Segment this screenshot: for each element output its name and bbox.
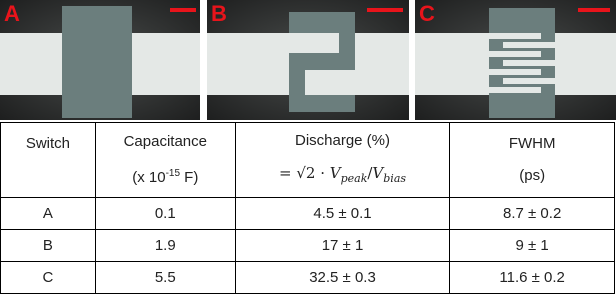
table-cell: 4.5 ± 0.1 — [235, 198, 450, 230]
header-cell: Discharge (%) = √2 · Vpeak/Vbias — [235, 123, 450, 198]
table-cell: B — [1, 230, 96, 262]
table-cell: C — [1, 262, 96, 294]
subscript: peak — [341, 172, 368, 185]
symbol: V — [372, 164, 383, 182]
superscript: -15 — [166, 168, 180, 179]
text: F) — [180, 169, 198, 186]
symbol: V — [330, 164, 341, 182]
micrographs: A B C — [0, 0, 616, 120]
header-text: Capacitance — [96, 126, 235, 158]
header-text: Discharge (%) — [236, 125, 450, 157]
table-cell: 0.1 — [95, 198, 235, 230]
panel-b: B — [207, 0, 409, 120]
table-cell: 11.6 ± 0.2 — [450, 262, 615, 294]
header-text: Switch — [1, 128, 95, 160]
table-cell: 8.7 ± 0.2 — [450, 198, 615, 230]
header-unit: (ps) — [450, 160, 614, 192]
table-cell: 32.5 ± 0.3 — [235, 262, 450, 294]
table-cell: 5.5 — [95, 262, 235, 294]
header-cell: FWHM (ps) — [450, 123, 615, 198]
header-cell: Switch — [1, 123, 96, 198]
header-text: FWHM — [450, 128, 614, 160]
panel-label: B — [211, 1, 227, 26]
table-cell: 1.9 — [95, 230, 235, 262]
table-cell: 17 ± 1 — [235, 230, 450, 262]
text: = √2 · — [279, 164, 330, 182]
text: (x 10 — [132, 169, 165, 186]
header-row: Switch Capacitance (x 10-15 F) Discharge… — [1, 123, 615, 198]
table-cell: A — [1, 198, 96, 230]
header-cell: Capacitance (x 10-15 F) — [95, 123, 235, 198]
panel-a: A — [0, 0, 200, 120]
header-unit: (x 10-15 F) — [96, 158, 235, 194]
figure: A B C Switch Capacitance (x 10-15 F) — [0, 0, 616, 299]
results-table: Switch Capacitance (x 10-15 F) Discharge… — [0, 122, 615, 294]
formula: = √2 · Vpeak/Vbias — [236, 157, 450, 195]
panel-label: C — [419, 1, 435, 26]
table-cell: 9 ± 1 — [450, 230, 615, 262]
subscript: bias — [383, 172, 406, 185]
panel-c: C — [415, 0, 616, 120]
panel-label: A — [4, 1, 20, 26]
